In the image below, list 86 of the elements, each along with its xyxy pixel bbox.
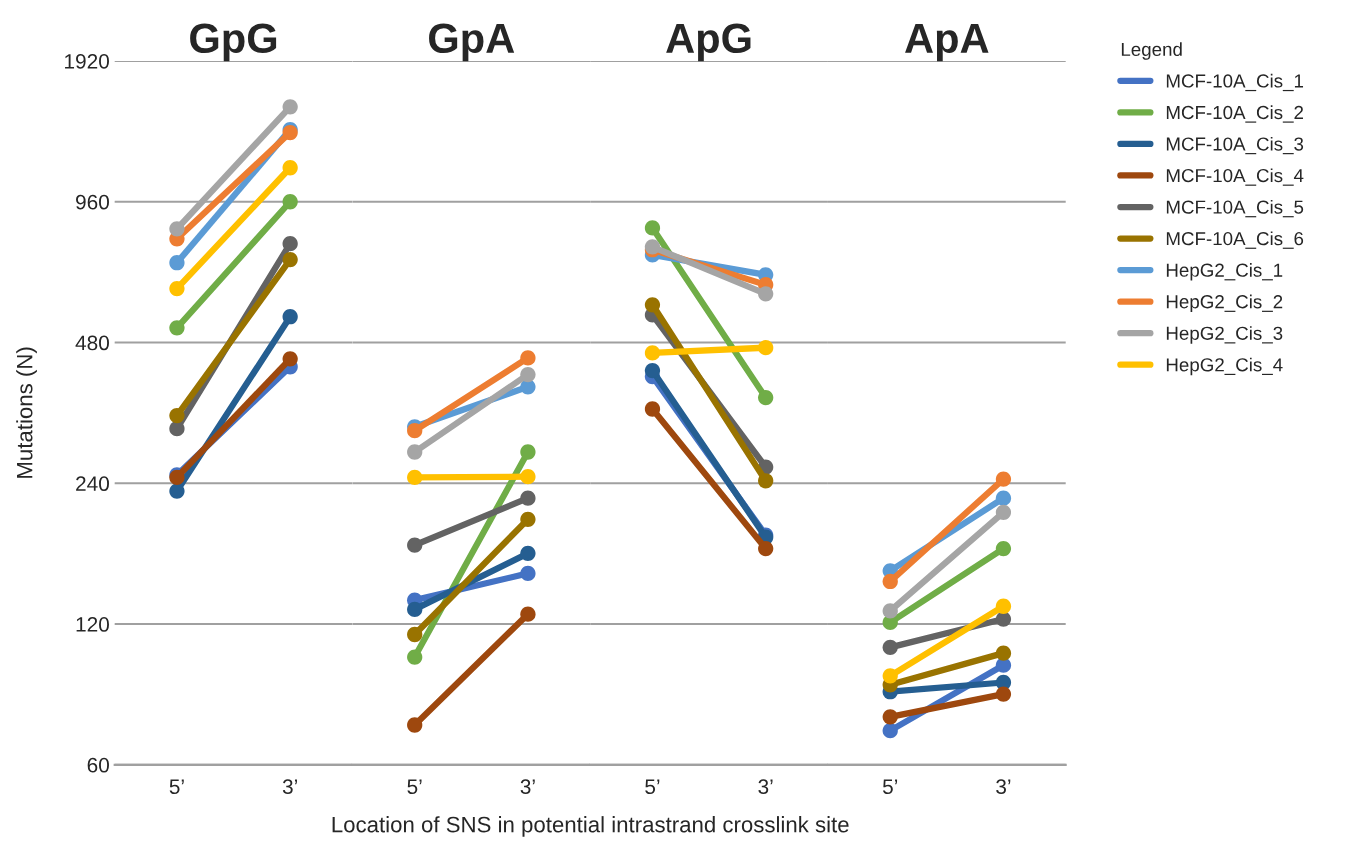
chart-title: ApG [666,23,751,62]
point [644,220,661,236]
point [882,639,898,655]
x-tick-label: 3’ [758,779,773,795]
point [758,340,774,356]
legend-label: MCF-10A_Cis_1 [1166,73,1304,92]
point [169,483,185,499]
point [758,540,774,557]
legend-label: MCF-10A_Cis_5 [1166,199,1304,218]
point [995,540,1012,557]
point [758,389,774,406]
point [169,407,185,424]
point [169,421,185,437]
legend-label: HepG2_Cis_4 [1166,357,1283,376]
point [520,366,536,383]
point [995,471,1012,487]
legend-label: HepG2_Cis_1 [1166,263,1283,281]
point [882,709,898,725]
y-tick-label: 960 [76,194,109,210]
point [407,626,423,643]
point [520,469,536,485]
point [995,686,1012,702]
point [644,362,661,379]
point [758,286,774,302]
point [995,598,1012,614]
point [644,345,661,361]
point [169,221,185,237]
y-tick-label: 480 [75,335,109,351]
point [282,236,298,252]
y-tick-label: 120 [76,617,109,632]
point [282,194,298,210]
chart-title: GpG [190,23,277,62]
point [407,444,423,460]
point [407,717,423,733]
point [169,280,185,297]
x-tick-label: 5’ [882,779,898,795]
x-tick-label: 3’ [996,779,1011,795]
y-tick-label: 1920 [65,53,109,69]
point [758,473,774,489]
legend-title: Legend [1121,42,1182,60]
legend-label: MCF-10A_Cis_4 [1166,168,1304,186]
point [282,160,298,176]
chart-title: GpA [429,23,515,62]
chart-title: ApA [905,23,989,62]
y-tick-label: 60 [87,757,109,773]
point [169,320,185,336]
point [520,511,536,527]
point [282,99,298,115]
y-axis-title: Mutations (N) [16,347,37,478]
point [407,469,423,486]
point [520,350,536,366]
x-tick-label: 5’ [169,779,184,795]
legend-label: MCF-10A_Cis_6 [1166,231,1304,249]
x-axis-title: Location of SNS in potential intrastrand crosslink site [332,816,849,837]
point [407,537,423,553]
point [995,504,1012,520]
point [407,601,423,618]
point [520,490,536,506]
point [520,444,536,460]
point [520,565,536,582]
point [282,351,298,367]
x-tick-label: 3’ [520,779,535,795]
x-tick-label: 5’ [645,779,660,795]
point [520,545,536,561]
legend-label: HepG2_Cis_2 [1166,294,1283,313]
point [995,490,1012,506]
point [407,423,423,439]
legend-label: MCF-10A_Cis_2 [1166,105,1303,123]
legend-label: MCF-10A_Cis_3 [1166,136,1304,155]
point [407,649,423,665]
point [282,251,298,268]
point [882,573,898,590]
point [882,603,898,619]
x-tick-label: 5’ [407,779,422,795]
legend-label: HepG2_Cis_3 [1166,326,1283,344]
point [995,611,1012,627]
point [882,723,898,739]
point [520,606,536,622]
point [644,401,661,417]
point [282,309,298,325]
y-tick-label: 240 [76,476,109,492]
x-tick-label: 3’ [282,779,297,795]
point [169,255,185,271]
point [644,297,661,313]
point [882,668,898,684]
point [995,645,1012,661]
